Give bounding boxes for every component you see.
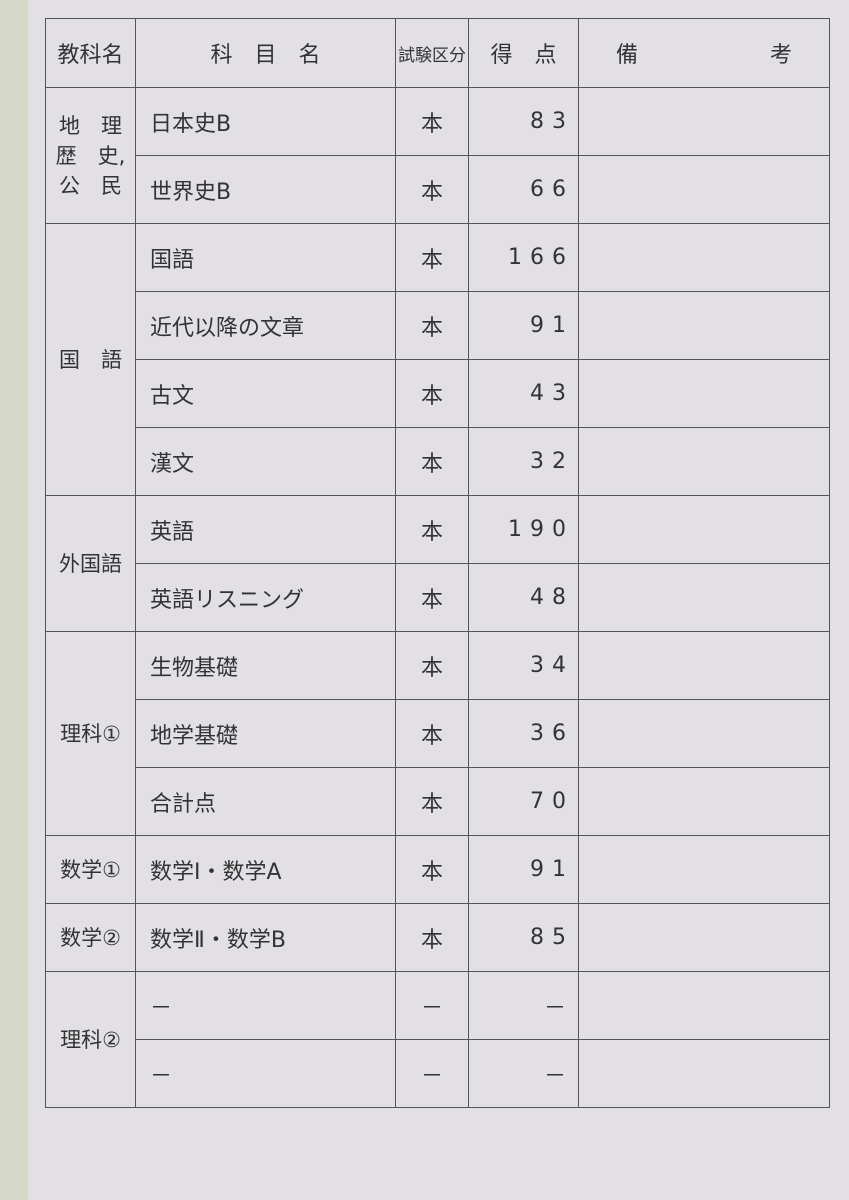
exam-kind-cell: 本: [395, 767, 469, 836]
note-cell: [578, 971, 830, 1040]
exam-kind-cell: 本: [395, 563, 469, 632]
exam-kind-cell: 本: [395, 155, 469, 224]
exam-kind-cell: 本: [395, 631, 469, 700]
score-cell: 91: [468, 291, 579, 360]
note-cell: [578, 495, 830, 564]
group-label-line: 外国語: [59, 551, 122, 576]
group-label: 理科②: [45, 971, 136, 1108]
exam-kind-cell: 本: [395, 835, 469, 904]
note-cell: [578, 699, 830, 768]
score-cell: 70: [468, 767, 579, 836]
exam-kind-cell: 本: [395, 495, 469, 564]
score-cell: 34: [468, 631, 579, 700]
subject-cell: －: [135, 971, 396, 1040]
table-row: 英語リスニング本 48: [46, 563, 830, 632]
table-row: 近代以降の文章本 91: [46, 291, 830, 360]
score-cell: 43: [468, 359, 579, 428]
group-label-line: 地 理: [59, 113, 122, 138]
table-row: －－－: [46, 1039, 830, 1108]
note-cell: [578, 359, 830, 428]
table-row: 漢文本 32: [46, 427, 830, 496]
table-row: 数学② 数学Ⅱ・数学B 本 85: [45, 903, 830, 972]
subject-cell: 英語: [135, 495, 396, 564]
header-score: 得 点: [468, 18, 579, 88]
exam-kind-cell: 本: [395, 291, 469, 360]
subject-cell: 数学Ⅰ・数学A: [135, 835, 396, 904]
table-row: 地 理歴 史, 公 民日本史B 本 83: [45, 87, 830, 224]
score-cell: 32: [468, 427, 579, 496]
table-row: 古文本 43: [46, 359, 830, 428]
score-cell: 85: [468, 903, 579, 972]
subject-cell: 数学Ⅱ・数学B: [135, 903, 396, 972]
score-cell: 66: [468, 155, 579, 224]
table-row: 世界史B 本 66: [46, 155, 830, 224]
subject-cell: 古文: [135, 359, 396, 428]
subject-cell: 世界史B: [135, 155, 396, 224]
group-label-line: 理科②: [60, 1027, 121, 1052]
note-cell: [578, 223, 830, 292]
exam-kind-cell: 本: [395, 903, 469, 972]
group-label: 数学①: [45, 835, 136, 904]
subject-cell: －: [135, 1039, 396, 1108]
exam-kind-cell: 本: [395, 87, 469, 156]
score-cell: －: [468, 1039, 579, 1108]
group-label: 地 理歴 史, 公 民: [45, 87, 136, 224]
exam-kind-cell: －: [395, 971, 469, 1040]
score-cell: 190: [468, 495, 579, 564]
table-row: 理科① 生物基礎本 34: [45, 631, 830, 836]
subject-cell: 合計点: [135, 767, 396, 836]
header-note: 備 考: [578, 18, 830, 88]
group-label: 理科①: [45, 631, 136, 836]
score-table: 教科名 科 目 名 試験区分 得 点 備 考 地 理歴 史, 公 民日本史B 本 83…: [45, 18, 830, 1108]
header-group: 教科名: [45, 18, 136, 88]
subject-cell: 英語リスニング: [135, 563, 396, 632]
group-label-line: 数学①: [60, 857, 121, 882]
score-cell: 83: [468, 87, 579, 156]
exam-kind-cell: 本: [395, 427, 469, 496]
subject-cell: 生物基礎: [135, 631, 396, 700]
score-cell: 91: [468, 835, 579, 904]
exam-kind-cell: 本: [395, 359, 469, 428]
note-cell: [578, 563, 830, 632]
note-cell: [578, 155, 830, 224]
exam-kind-cell: 本: [395, 223, 469, 292]
note-cell: [578, 1039, 830, 1108]
group-label-line: 公 民: [59, 173, 122, 198]
note-cell: [578, 427, 830, 496]
exam-kind-cell: －: [395, 1039, 469, 1108]
group-label: 外国語: [45, 495, 136, 632]
subject-cell: 漢文: [135, 427, 396, 496]
score-cell: －: [468, 971, 579, 1040]
note-cell: [578, 291, 830, 360]
exam-kind-cell: 本: [395, 699, 469, 768]
header-subject: 科 目 名: [135, 18, 396, 88]
group-label: 国 語: [45, 223, 136, 496]
group-label-line: 国 語: [59, 347, 122, 372]
group-label-line: 歴 史,: [55, 143, 126, 168]
table-row: 地学基礎本 36: [46, 699, 830, 768]
subject-cell: 近代以降の文章: [135, 291, 396, 360]
note-cell: [578, 87, 830, 156]
header-kind: 試験区分: [395, 18, 469, 88]
score-cell: 166: [468, 223, 579, 292]
note-cell: [578, 835, 830, 904]
table-row: 国 語国語本 166: [45, 223, 830, 496]
table-row: 合計点本 70: [46, 767, 830, 836]
note-cell: [578, 903, 830, 972]
table-row: 数学① 数学Ⅰ・数学A 本 91: [45, 835, 830, 904]
note-cell: [578, 631, 830, 700]
subject-cell: 国語: [135, 223, 396, 292]
note-cell: [578, 767, 830, 836]
score-cell: 48: [468, 563, 579, 632]
group-label-line: 数学②: [60, 925, 121, 950]
score-cell: 36: [468, 699, 579, 768]
group-label: 数学②: [45, 903, 136, 972]
subject-cell: 地学基礎: [135, 699, 396, 768]
group-label-line: 理科①: [60, 721, 121, 746]
header-row: 教科名 科 目 名 試験区分 得 点 備 考: [45, 18, 830, 88]
table-row: 理科② －－－: [45, 971, 830, 1108]
subject-cell: 日本史B: [135, 87, 396, 156]
table-row: 外国語 英語本 190: [45, 495, 830, 632]
